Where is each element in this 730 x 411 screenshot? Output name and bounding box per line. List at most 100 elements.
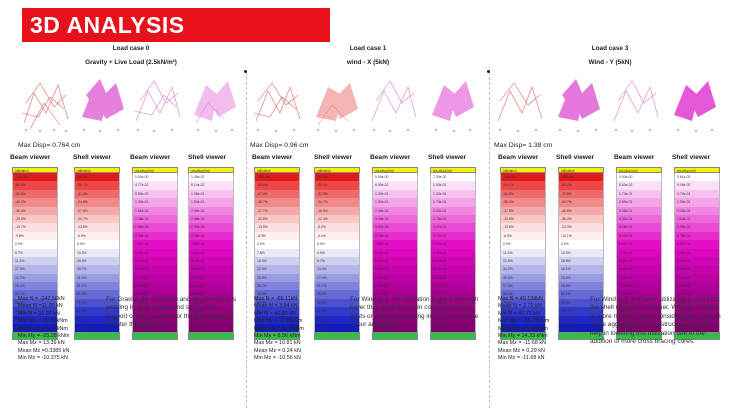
legend-cell: 5.40e-01 — [372, 248, 418, 257]
beam-model-image — [494, 73, 546, 133]
legend-cell: 8.47e-01 — [188, 324, 234, 333]
legend-cell: 1.38e-00 — [674, 315, 720, 325]
legend-cell: 9.31e-01 — [430, 324, 476, 333]
legend-cell: -100.0% — [558, 173, 604, 182]
legend-cell: -24.7% — [314, 198, 360, 207]
legend-cell: 39.7% — [12, 298, 58, 308]
legend-cell: 114.0% — [500, 324, 546, 333]
legend-footer — [372, 332, 418, 341]
stat-line: Min N = 46.90 kN — [254, 310, 296, 317]
legend-header: res.disp.[cm] — [674, 167, 720, 173]
legend-cell: 7.63e-01 — [132, 307, 178, 316]
model-views — [494, 69, 726, 139]
legend-cell: 5.18e-01 — [616, 223, 662, 232]
legend-cell: 34.1% — [12, 290, 58, 299]
legend-cell: -49.2% — [12, 198, 58, 207]
max-displacement: Max Disp= 0.96 cm — [250, 142, 309, 149]
legend-cell: 28.4% — [12, 282, 58, 291]
beam-utilization-legend: utilization -100.0% -88.5% -60.6% -49.2% -35.… — [12, 167, 58, 341]
legend-cell: 8.11e-01 — [132, 315, 178, 325]
beam-model-image — [252, 73, 304, 133]
legend-footer — [674, 332, 720, 341]
legend-header: utilization — [558, 167, 604, 173]
legend-cell: 2.00e-01 — [188, 206, 234, 215]
legend-footer — [254, 332, 300, 341]
legend-cell: 57.0% — [500, 282, 546, 291]
case-1-description: For Wind in X, the utilization is good a… — [350, 296, 479, 329]
legend-cell: -19.7% — [12, 223, 58, 232]
legend-cell: 92.2% — [74, 315, 120, 325]
legend-cell: -38.7% — [254, 198, 300, 207]
legend-footer — [558, 332, 604, 341]
legend-cell: 53.4% — [558, 273, 604, 283]
legend-cell: 1.30e-00 — [674, 307, 720, 316]
legend-cell: 4.5% — [314, 248, 360, 257]
legend-header: res.disp.[cm] — [616, 167, 662, 173]
page-title: 3D ANALYSIS COMPARISON — [22, 8, 330, 72]
beam-viewer-label: Beam viewer — [498, 154, 539, 161]
legend-cell: 1.08e-00 — [372, 324, 418, 333]
beam-displacement-legend: res.disp.[cm] 0.00e-00 4.77e-02 9.53e-02 1.4… — [132, 167, 178, 341]
load-case-3-panel: Load case 3 Wind - Y (5kN) Max Disp= 1.3… — [494, 44, 726, 408]
legend-cell: -100.0% — [12, 173, 58, 182]
legend-cell: 53.4% — [254, 298, 300, 308]
legend-group: utilization -100.0% -90.1% -61.9% -55.0% -37.… — [494, 167, 726, 341]
legend-cell: 1.30e-00 — [616, 298, 662, 308]
stat-line: Mean N = 3.94 kN — [254, 303, 298, 310]
legend-cell: -8.2% — [314, 223, 360, 232]
legend-cell: 20.5% — [74, 256, 120, 266]
legend-cell: 7.78e-01 — [430, 298, 476, 308]
shell-viewer-label: Shell viewer — [188, 154, 227, 161]
max-displacement: Max Disp= 0.764 cm — [18, 142, 81, 149]
stat-line: Max Mz = 13.39 kN — [18, 340, 65, 347]
beam-displacement-legend: res.disp.[cm] 0.00e-00 6.00e-02 1.20e-01 1.8… — [372, 167, 418, 341]
legend-cell: -37.5% — [500, 206, 546, 215]
legend-cell: 68.7% — [254, 315, 300, 325]
legend-cell: -50.7% — [74, 181, 120, 190]
shell-displacement-image — [668, 73, 720, 133]
legend-footer — [74, 332, 120, 341]
max-displacement: Max Disp= 1.38 cm — [494, 142, 553, 149]
legend-cell: 8.80e-01 — [430, 315, 476, 325]
legend-group: utilization -100.0% -88.5% -60.6% -49.2% -35.… — [12, 167, 244, 341]
legend-cell: 8.01e-01 — [188, 315, 234, 325]
legend-cell: 34.2% — [500, 265, 546, 274]
legend-cell: -84.2% — [558, 181, 604, 190]
legend-cell: 1.38e-00 — [616, 307, 662, 316]
legend-cell: -52.5% — [314, 173, 360, 182]
legend-cell: 7.15e-01 — [132, 298, 178, 308]
stat-line: Max My = -8.90kNm — [254, 318, 303, 325]
legend-cell: -13.8% — [74, 223, 120, 232]
legend-cell: 30.5% — [254, 273, 300, 283]
stat-line: Max My = -15.79kNm — [498, 318, 550, 325]
legend-cell: 1.91e-01 — [132, 206, 178, 215]
legend-cell: 61.5% — [74, 290, 120, 299]
legend-cell: 1.54e-01 — [188, 198, 234, 207]
legend-cell: 1.08e-01 — [188, 189, 234, 199]
legend-cell: 2.38e-01 — [132, 214, 178, 224]
legend-cell: 45.8% — [254, 290, 300, 299]
legend-cell: 1.04e-00 — [616, 273, 662, 283]
stat-line: Min N = 47.73 kN — [498, 310, 540, 317]
legend-cell: 3.33e-01 — [674, 206, 720, 215]
legend-cell: 0.00e-00 — [616, 173, 662, 182]
legend-cell: 0.00e-00 — [372, 173, 418, 182]
legend-cell: 7.80e-01 — [372, 282, 418, 291]
legend-cell: 22.8% — [500, 256, 546, 266]
legend-cell: 11.4% — [12, 256, 58, 266]
legend-cell: 8.19e-01 — [674, 256, 720, 266]
legend-cell: -90.1% — [500, 181, 546, 190]
legend-cell: -24.3% — [558, 223, 604, 232]
legend-cell: 9.61e-02 — [674, 173, 720, 182]
stat-line: Mean My = 0.43kNm — [498, 325, 548, 332]
stat-line: Mean Mz =0.3385 kN — [18, 347, 70, 354]
shell-utilization-legend: utilization -52.5% -40.6% -32.9% -24.7% -16.5… — [314, 167, 360, 341]
legend-cell: 3.39e-01 — [188, 231, 234, 241]
legend-cell: -61.9% — [500, 189, 546, 199]
legend-cell: 7.27e-01 — [430, 290, 476, 299]
beam-model-image — [20, 73, 72, 133]
legend-cell: 102.4% — [74, 324, 120, 333]
legend-cell: -6.9% — [500, 231, 546, 241]
legend-cell: 26.6% — [558, 256, 604, 266]
legend-cell: 34.8% — [314, 307, 360, 316]
